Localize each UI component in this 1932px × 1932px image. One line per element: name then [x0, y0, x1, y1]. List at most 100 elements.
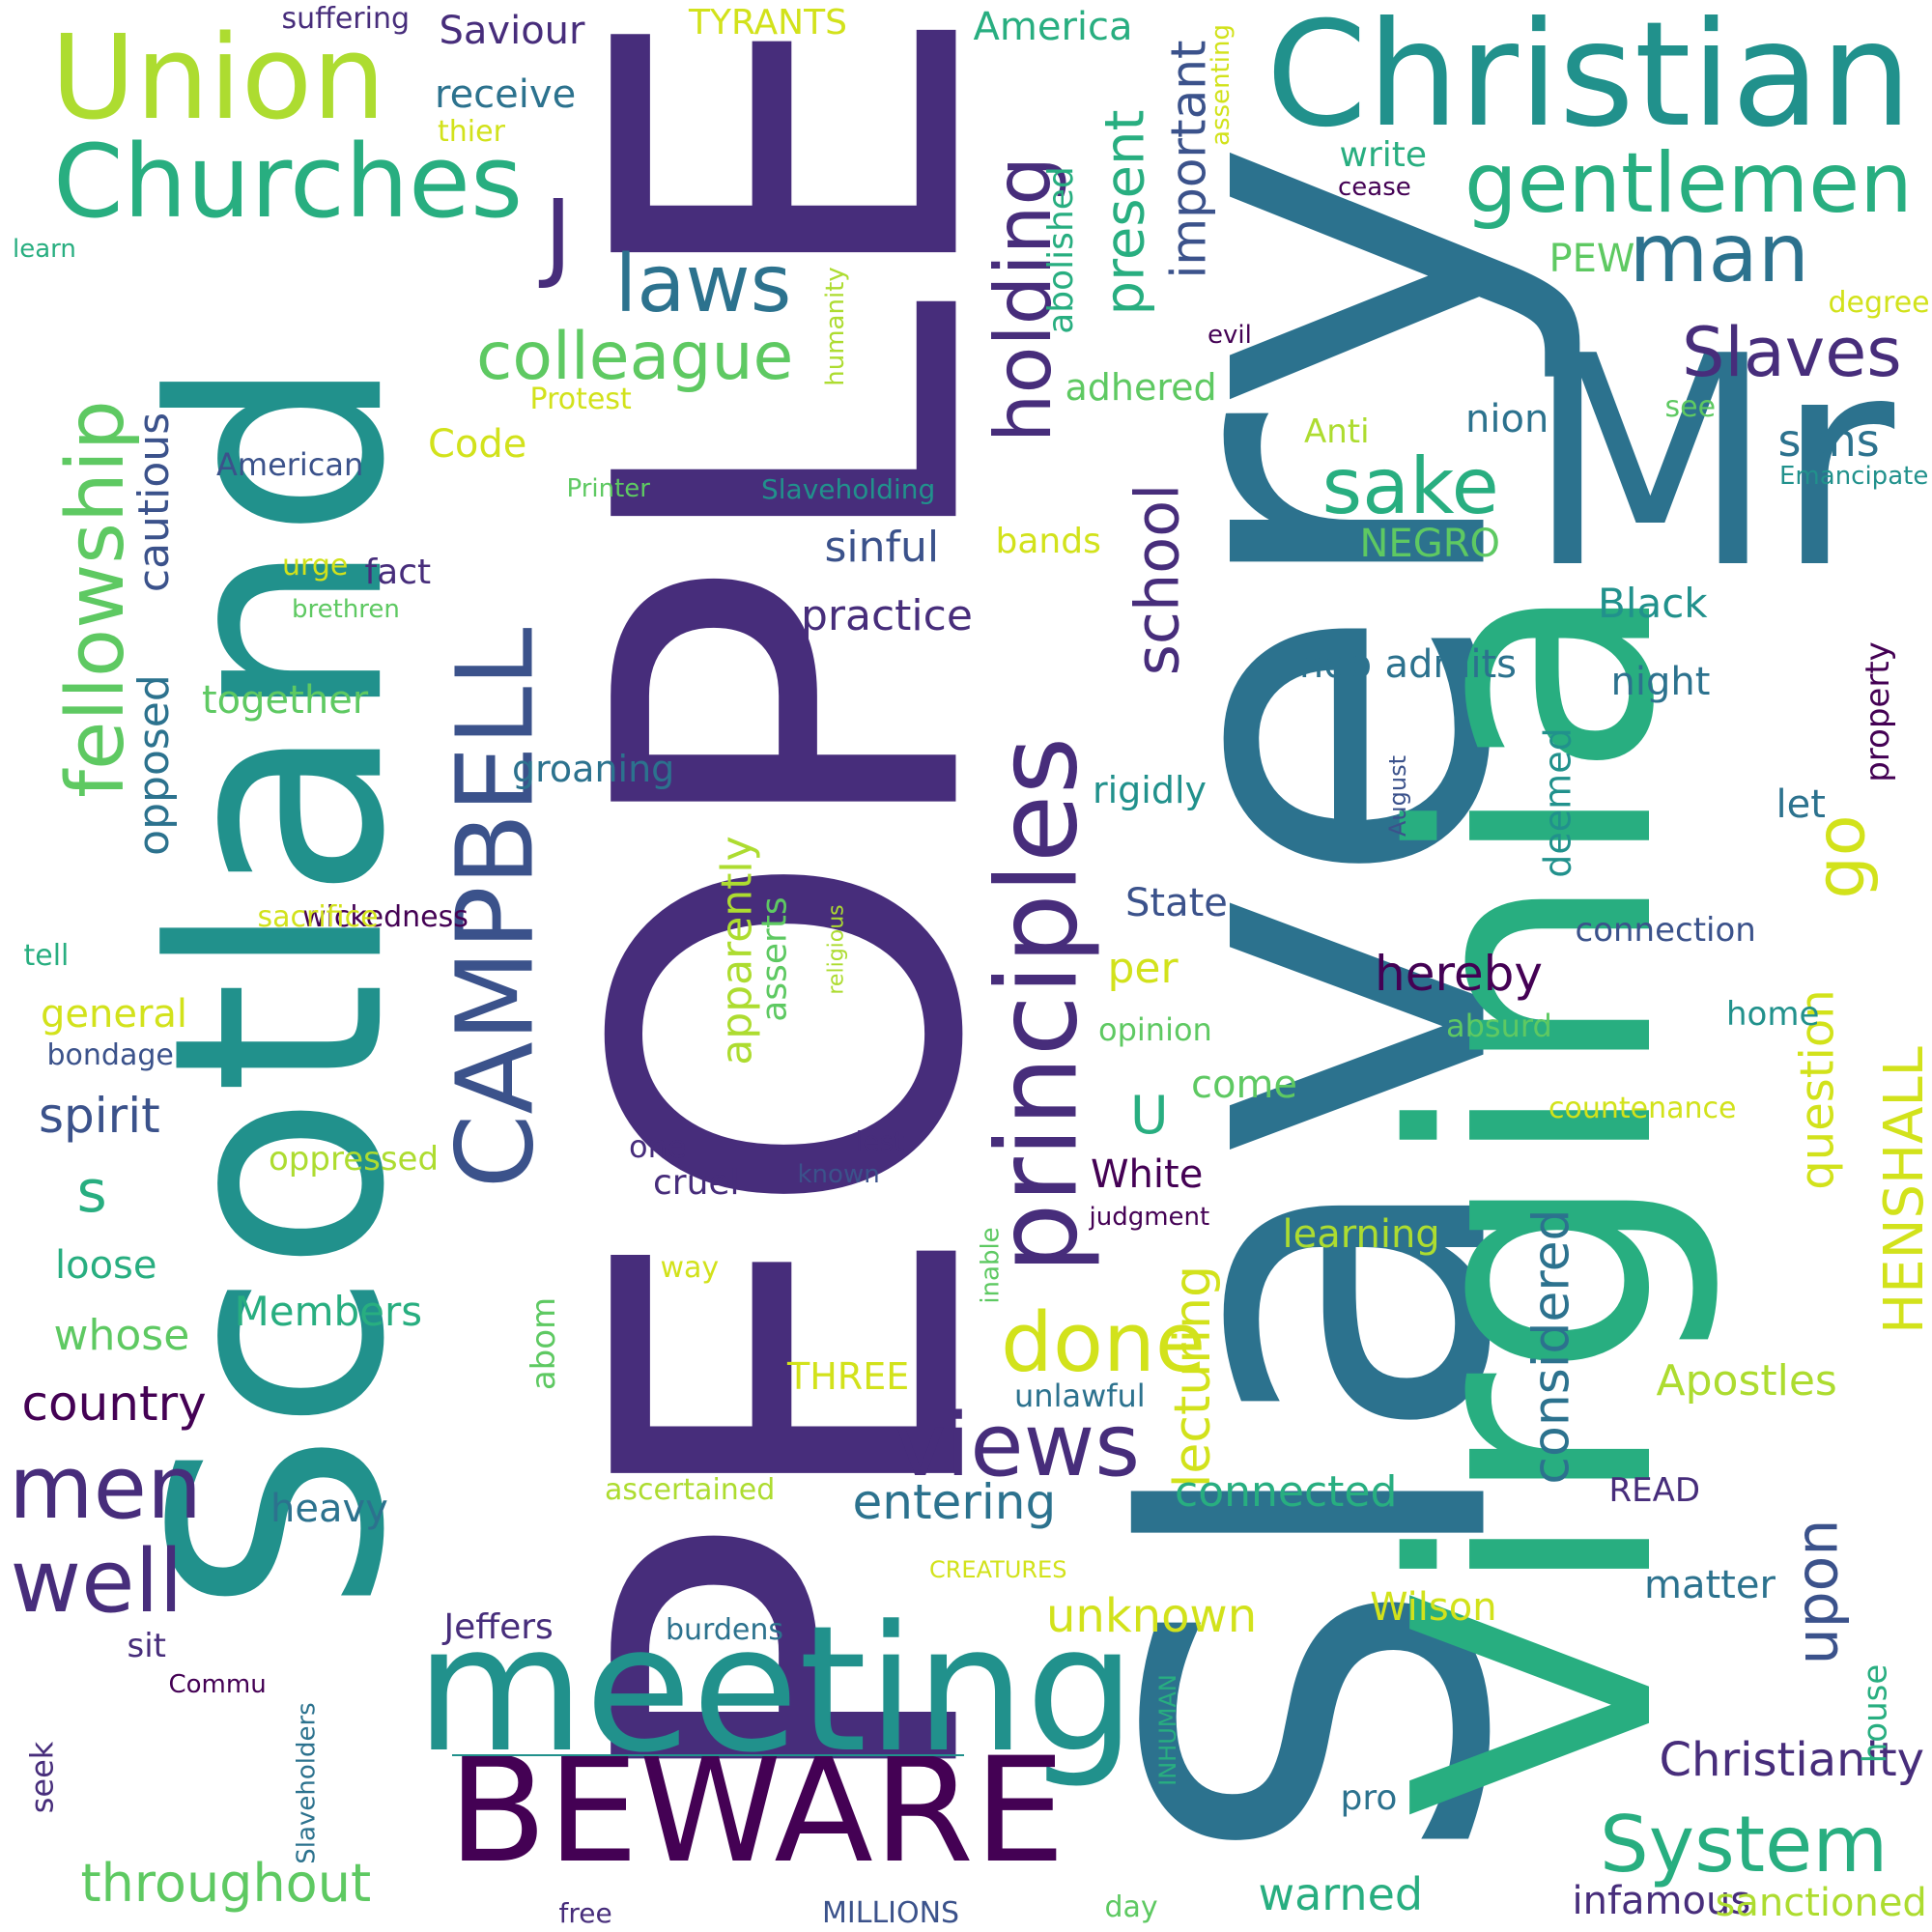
word-slaveholders: Slaveholders	[292, 1702, 322, 1864]
word-u: U	[1130, 1085, 1169, 1146]
word-man: man	[1629, 206, 1810, 300]
word-known: known	[797, 1160, 880, 1189]
word-come: come	[1191, 1063, 1298, 1107]
word-write: write	[1339, 135, 1428, 175]
word-bondage: bondage	[46, 1038, 174, 1072]
word-important: important	[1160, 40, 1217, 279]
word-throughout: throughout	[80, 1853, 372, 1914]
word-warned: warned	[1258, 1868, 1424, 1920]
word-pro: pro	[1340, 1778, 1398, 1818]
word-oppressed: oppressed	[269, 1140, 440, 1179]
word-loose: loose	[55, 1243, 157, 1288]
word-fellowship: fellowship	[49, 400, 142, 798]
word-christianity: Christianity	[1659, 1733, 1925, 1787]
word-pew: PEW	[1548, 237, 1635, 281]
word-sons: sons	[1777, 414, 1880, 467]
word-humanity: humanity	[820, 267, 850, 386]
word-judgment: judgment	[1089, 1203, 1210, 1232]
word-general: general	[41, 992, 188, 1037]
word-christian: Christian	[1265, 0, 1913, 159]
word-read: READ	[1608, 1471, 1701, 1510]
word-views: views	[895, 1395, 1141, 1496]
word-thier: thier	[438, 115, 505, 149]
word-sake: sake	[1321, 441, 1499, 531]
word-unknown: unknown	[1046, 1589, 1258, 1643]
word-lecturing: lecturing	[1164, 1264, 1223, 1489]
word-one: one	[629, 1128, 687, 1165]
word-apparently: apparently	[712, 836, 762, 1065]
word-hereby: hereby	[1375, 946, 1543, 1002]
word-members: Members	[234, 1288, 423, 1335]
word-opposed: opposed	[128, 674, 179, 856]
word-burdens: burdens	[666, 1613, 784, 1647]
word-ascertained: ascertained	[605, 1473, 776, 1507]
word-american: American	[216, 446, 364, 483]
word-principles: principles	[973, 736, 1103, 1273]
word-day: day	[1104, 1890, 1158, 1924]
word-tell: tell	[23, 939, 70, 973]
word-school: school	[1121, 483, 1192, 676]
word-done: done	[1001, 1294, 1207, 1391]
word-bands: bands	[995, 522, 1101, 561]
word-receive: receive	[435, 72, 577, 117]
word-go: go	[1801, 814, 1881, 899]
word-countenance: countenance	[1548, 1092, 1737, 1125]
word-men: men	[9, 1437, 203, 1539]
word-admits: admits	[1384, 642, 1518, 687]
word-whose: whose	[53, 1311, 190, 1360]
word-free: free	[558, 1897, 612, 1929]
word-cautious: cautious	[129, 412, 180, 593]
word-system: System	[1600, 1800, 1889, 1889]
word-deemed: deemed	[1536, 727, 1579, 878]
word-rigidly: rigidly	[1093, 769, 1208, 811]
word-entering: entering	[852, 1474, 1057, 1530]
word-beware: BEWARE	[447, 1727, 1065, 1895]
word-negro: NEGRO	[1359, 522, 1500, 566]
word-creatures: CREATURES	[929, 1556, 1067, 1583]
word-white: White	[1091, 1152, 1204, 1197]
word-groaning: groaning	[512, 748, 675, 790]
word-j: J	[544, 179, 573, 292]
word-sanctioned: sanctioned	[1715, 1881, 1927, 1925]
word-protest: Protest	[529, 383, 632, 416]
word-per: per	[1107, 944, 1179, 993]
word-sinful: sinful	[824, 523, 940, 572]
word-learn: learn	[13, 235, 76, 264]
word-absurd: absurd	[1446, 1008, 1552, 1044]
word-brethren: brethren	[292, 595, 400, 624]
word-assenting: assenting	[1206, 24, 1236, 146]
word-laws: laws	[614, 239, 792, 330]
word-degree: degree	[1828, 286, 1930, 320]
word-sacrifice: sacrifice	[257, 900, 379, 934]
word-country: country	[21, 1376, 207, 1432]
word-printer: Printer	[566, 474, 651, 503]
word-commu: Commu	[168, 1670, 267, 1699]
word-s: s	[76, 1158, 107, 1226]
word-nion: nion	[1465, 397, 1549, 441]
word-code: Code	[428, 422, 527, 467]
word-meeting: meeting	[415, 1589, 1136, 1791]
word-connected: connected	[1175, 1467, 1398, 1517]
word-unlawful: unlawful	[1014, 1378, 1146, 1414]
word-upon: upon	[1782, 1519, 1851, 1665]
word-three: THREE	[787, 1355, 910, 1398]
word-let: let	[1776, 782, 1826, 827]
word-abolished: abolished	[1040, 166, 1081, 334]
word-together: together	[202, 678, 369, 723]
word-religious: religious	[824, 904, 849, 995]
word-night: night	[1610, 660, 1711, 704]
word-infamous: infamous	[1572, 1879, 1751, 1923]
word-august: August	[1384, 755, 1411, 837]
word-learning: learning	[1282, 1212, 1440, 1257]
divider-rule	[452, 1754, 964, 1756]
word-opinion: opinion	[1098, 1011, 1212, 1048]
word-undo: undo	[1274, 642, 1373, 687]
word-mr: Mr	[1525, 295, 1895, 632]
word-evil: evil	[1208, 321, 1252, 350]
word-heavy: heavy	[270, 1487, 388, 1531]
word-home: home	[1726, 995, 1820, 1034]
word-asserts: asserts	[754, 896, 795, 1022]
word-matter: matter	[1644, 1563, 1776, 1607]
word-sit: sit	[127, 1627, 167, 1665]
